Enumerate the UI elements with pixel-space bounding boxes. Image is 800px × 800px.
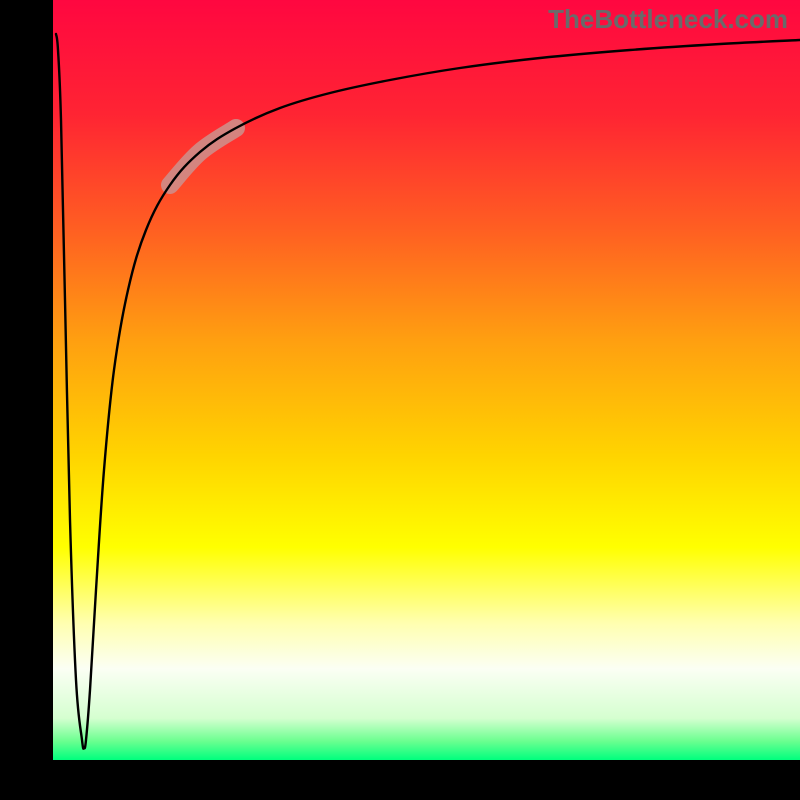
chart-svg [0,0,800,800]
y-axis-border [0,0,53,800]
x-axis-border [0,760,800,800]
bottleneck-chart: TheBottleneck.com [0,0,800,800]
plot-background-gradient [53,0,800,760]
watermark-text: TheBottleneck.com [548,4,788,35]
